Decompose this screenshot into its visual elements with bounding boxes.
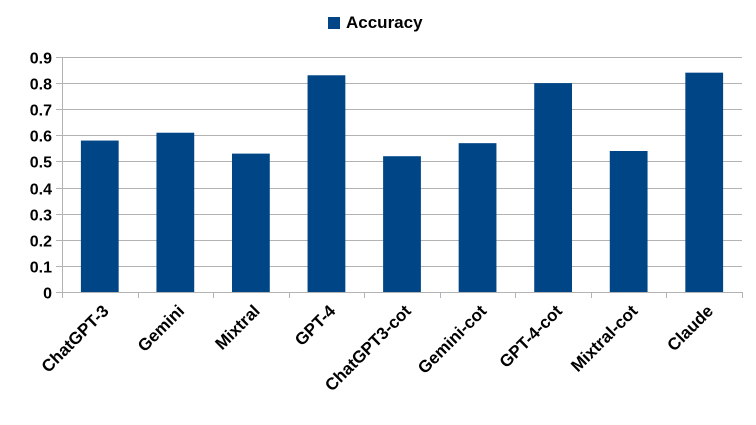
x-tick-label: Mixtral [212, 301, 264, 353]
y-tick-labels: 0 0.1 0.2 0.3 0.4 0.5 0.6 0.7 0.8 0.9 [30, 51, 52, 303]
bar [458, 143, 497, 292]
y-tick-label: 0.9 [30, 51, 52, 68]
x-tick-label: Claude [664, 301, 718, 355]
legend-label: Accuracy [346, 13, 423, 32]
y-tick-label: 0.4 [30, 182, 52, 199]
x-tick-label: ChatGPT-3 [38, 301, 113, 376]
y-tick-label: 0.5 [30, 155, 52, 172]
y-tick-label: 0 [43, 286, 52, 303]
bar [80, 140, 119, 292]
bar [383, 156, 421, 292]
bar [232, 153, 270, 292]
legend: Accuracy [328, 12, 423, 34]
x-tick-label: Gemini-cot [414, 301, 490, 377]
y-tick-label: 0.1 [30, 260, 52, 277]
x-tick-label: Mixtral-cot [567, 301, 641, 375]
y-tick-label: 0.2 [30, 234, 52, 251]
axes [56, 57, 743, 298]
bar [534, 83, 572, 292]
x-tick-label: GPT-4 [291, 301, 340, 350]
y-tick-label: 0.6 [30, 129, 52, 146]
y-tick-label: 0.3 [30, 208, 52, 225]
legend-swatch [328, 17, 340, 29]
bar [609, 151, 648, 292]
bars [80, 72, 724, 293]
y-tick-label: 0.7 [30, 103, 52, 120]
bar [307, 75, 346, 293]
x-tick-label: Gemini [134, 301, 188, 355]
bar [156, 132, 195, 292]
y-tick-label: 0.8 [30, 77, 52, 94]
x-tick-label: GPT-4-cot [496, 301, 566, 371]
bar [685, 72, 724, 293]
